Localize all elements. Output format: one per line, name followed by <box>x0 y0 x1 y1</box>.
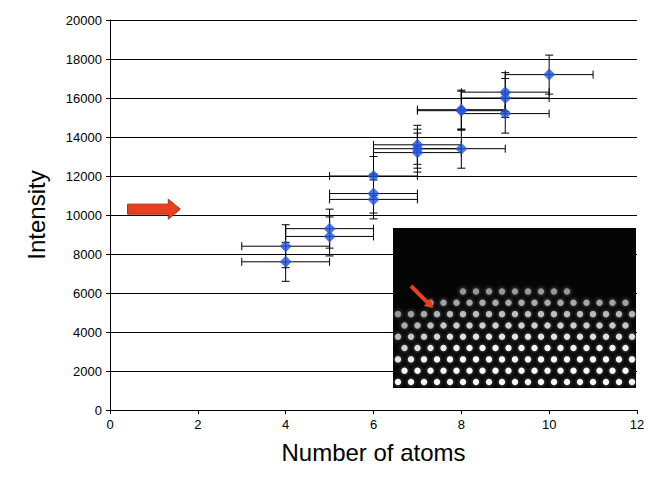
svg-text:16000: 16000 <box>66 91 102 106</box>
svg-text:12: 12 <box>630 417 644 432</box>
svg-text:Number of atoms: Number of atoms <box>281 439 465 466</box>
svg-text:8000: 8000 <box>73 247 102 262</box>
svg-text:2000: 2000 <box>73 364 102 379</box>
svg-text:20000: 20000 <box>66 13 102 28</box>
svg-text:2: 2 <box>194 417 201 432</box>
svg-text:0: 0 <box>95 403 102 418</box>
svg-text:18000: 18000 <box>66 52 102 67</box>
svg-text:4000: 4000 <box>73 325 102 340</box>
svg-text:12000: 12000 <box>66 169 102 184</box>
svg-text:6: 6 <box>370 417 377 432</box>
svg-text:8: 8 <box>458 417 465 432</box>
svg-text:14000: 14000 <box>66 130 102 145</box>
svg-text:4: 4 <box>282 417 289 432</box>
svg-text:Intensity: Intensity <box>23 170 50 259</box>
svg-text:10: 10 <box>542 417 556 432</box>
svg-text:6000: 6000 <box>73 286 102 301</box>
svg-text:0: 0 <box>106 417 113 432</box>
svg-text:10000: 10000 <box>66 208 102 223</box>
